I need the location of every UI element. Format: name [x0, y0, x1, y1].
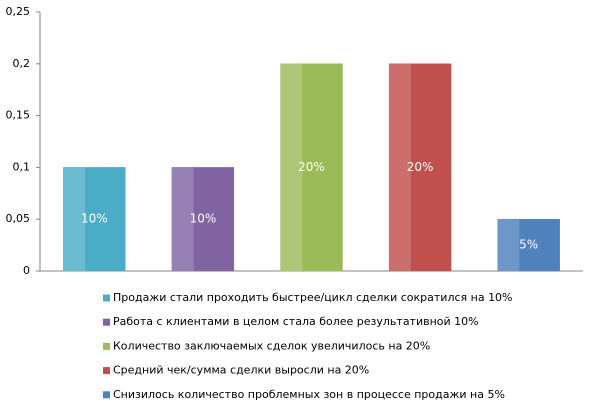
y-tick-label: 0,05 [6, 212, 31, 225]
bar-highlight [497, 219, 520, 271]
value-label: 20% [407, 160, 434, 174]
bar-highlight [280, 63, 303, 271]
bar [388, 63, 452, 272]
value-label: 5% [519, 238, 538, 252]
bar [280, 63, 343, 272]
legend-label: Снизилось количество проблемных зон в пр… [113, 388, 505, 401]
legend-swatch [103, 318, 110, 326]
value-label: 10% [190, 212, 217, 226]
legend-label: Количество заключаемых сделок увеличилос… [113, 339, 430, 352]
bar-highlight [171, 167, 194, 271]
bar-highlight [63, 167, 86, 271]
bar [63, 167, 126, 272]
legend-label: Работа с клиентами в целом стала более р… [113, 315, 479, 328]
bar [171, 167, 235, 272]
bar [497, 218, 560, 272]
legend-swatch [103, 342, 110, 350]
y-tick-label: 0,15 [6, 109, 31, 122]
bar-highlight [389, 63, 411, 271]
y-tick-label: 0 [23, 264, 30, 277]
y-tick-label: 0,1 [13, 160, 31, 173]
legend-label: Продажи стали проходить быстрее/цикл сде… [113, 291, 513, 304]
y-tick-label: 0,25 [6, 5, 31, 18]
value-label: 10% [81, 212, 108, 226]
legend-swatch [103, 391, 110, 399]
legend-swatch [103, 367, 110, 375]
legend-label: Средний чек/сумма сделки выросли на 20% [113, 364, 369, 377]
y-tick-label: 0,2 [13, 57, 31, 70]
value-label: 20% [298, 160, 325, 174]
legend-swatch [103, 294, 110, 302]
